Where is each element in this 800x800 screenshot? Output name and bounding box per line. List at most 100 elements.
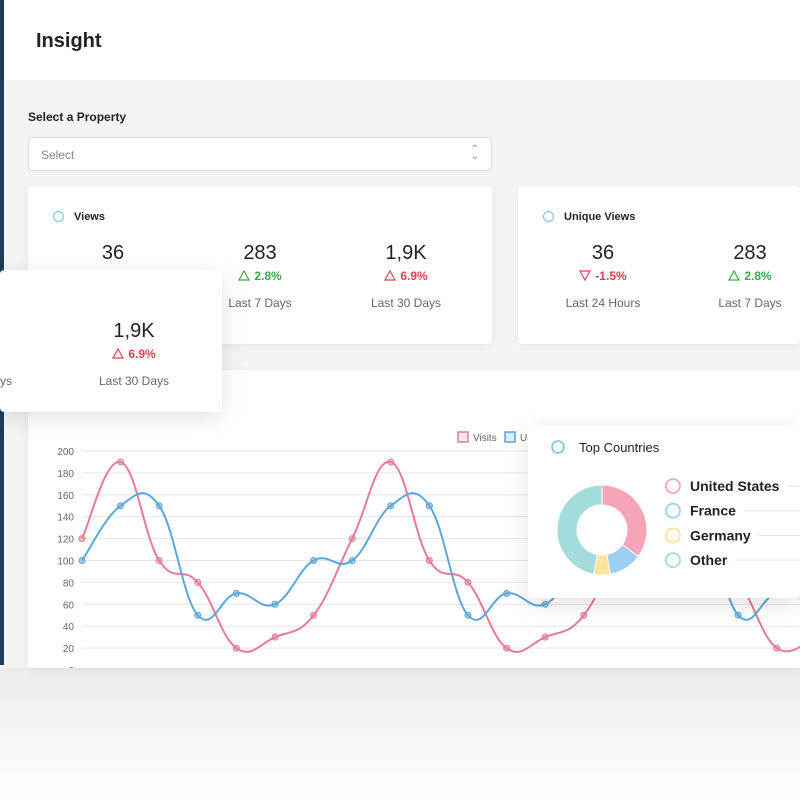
legend-label: United States (690, 478, 780, 494)
y-tick-label: 40 (63, 622, 75, 633)
stat-period: Last 7 Days (228, 296, 292, 310)
legend-marker (665, 478, 681, 494)
trend-icon (728, 269, 741, 281)
stat-change-row: 2.8% (190, 269, 330, 283)
legend-label: Other (690, 552, 728, 568)
footer-fade (0, 668, 800, 800)
stat-period: Last 7 Days (718, 296, 782, 310)
countries-card: Top Countries United States France Germany O… (528, 425, 800, 598)
data-point (155, 502, 163, 510)
data-point (734, 611, 742, 619)
legend-label: U (520, 433, 527, 444)
trend-triangle (112, 347, 125, 359)
stat-period: ys (0, 374, 12, 388)
y-tick-label: 120 (57, 535, 74, 546)
stat: 1,9K 6.9% Last 30 Days (336, 242, 476, 312)
property-select[interactable]: Select ⌃ ⌄ (28, 137, 492, 171)
stat-change-row: -1.5% (533, 269, 673, 283)
legend-marker (665, 552, 681, 569)
data-point (348, 557, 356, 564)
stat-change: -1.5% (595, 269, 627, 283)
legend-marker (665, 527, 681, 544)
overlay-card: ys 1,9K 6.9% Last 30 Days (0, 270, 222, 412)
stat-period: Last 30 Days (370, 296, 442, 310)
page-title: Insight (36, 30, 102, 52)
data-point (348, 535, 356, 543)
y-tick-label: 0 (68, 666, 74, 668)
stat-period: Last 24 Hours (565, 296, 641, 310)
stat-period: Last 30 Days (98, 374, 170, 388)
data-point (387, 458, 395, 466)
trend-icon (384, 269, 397, 281)
trend-icon (112, 347, 125, 359)
stat-change-row: 2.8% (680, 269, 800, 283)
select-placeholder: Select (41, 148, 75, 162)
data-point (271, 600, 279, 608)
stat-value: 1,9K (113, 320, 155, 342)
stat: 36 (43, 242, 183, 312)
data-point (155, 557, 163, 564)
card-title: Views (74, 211, 105, 223)
card-icon (551, 440, 565, 454)
legend-swatch (457, 431, 469, 443)
y-tick-label: 80 (63, 578, 75, 589)
legend-label: Germany (690, 527, 751, 543)
data-point (194, 578, 202, 586)
stat-value: 283 (733, 242, 767, 264)
y-tick-label: 200 (57, 447, 74, 458)
stat: 283 2.8% Last 7 Days (190, 242, 330, 312)
stat-change: 2.8% (254, 269, 282, 283)
data-point (117, 458, 125, 466)
data-point (387, 502, 395, 510)
data-point (117, 502, 125, 510)
donut-chart: Top Countries United States France Germany O… (551, 440, 800, 576)
stat: 283 2.8% Last 7 Days (680, 242, 800, 312)
stat-change: 6.9% (400, 269, 428, 283)
trend-triangle (728, 269, 741, 281)
property-label: Select a Property (28, 110, 127, 124)
legend-marker (665, 502, 681, 519)
trend-triangle (579, 270, 592, 282)
y-tick-label: 180 (57, 469, 74, 480)
data-point (232, 589, 240, 597)
stat-value: 36 (101, 242, 125, 264)
y-tick-label: 20 (63, 644, 75, 655)
card-icon (543, 211, 554, 222)
legend-swatch (504, 431, 516, 443)
stat-value: 36 (591, 242, 615, 264)
data-point (78, 535, 86, 543)
data-point (310, 557, 318, 564)
data-point (503, 644, 511, 652)
data-point (541, 600, 549, 608)
data-point (773, 644, 781, 652)
y-tick-label: 140 (57, 513, 74, 524)
stat-change-row: 6.9% (336, 269, 476, 283)
stat-change: 2.8% (744, 269, 772, 283)
data-point (464, 611, 472, 619)
unique-views-card: Unique Views 36 -1.5% Last 24 Hours 283 2.8%… (518, 186, 800, 344)
data-point (425, 557, 433, 564)
data-point (503, 589, 511, 597)
stat-change-row: 6.9% (64, 347, 204, 361)
stat-value: 283 (243, 242, 277, 264)
trend-icon (238, 269, 251, 281)
legend-label: Visits (473, 433, 497, 444)
stat: 36 -1.5% Last 24 Hours (533, 242, 673, 312)
data-point (464, 578, 472, 586)
donut-segment (556, 484, 603, 575)
trend-triangle (238, 269, 251, 281)
header: Insight (0, 0, 800, 80)
trend-icon (579, 270, 592, 282)
select-arrows: ⌃ ⌄ (470, 144, 479, 162)
data-point (541, 633, 549, 641)
card-icon (53, 211, 64, 222)
data-point (425, 502, 433, 510)
data-point (194, 611, 202, 619)
y-tick-label: 60 (63, 600, 75, 611)
data-point (232, 644, 240, 652)
donut-title: Top Countries (579, 440, 660, 455)
stat-value: 1,9K (385, 242, 427, 264)
y-tick-label: 160 (57, 491, 74, 502)
data-point (310, 611, 318, 619)
